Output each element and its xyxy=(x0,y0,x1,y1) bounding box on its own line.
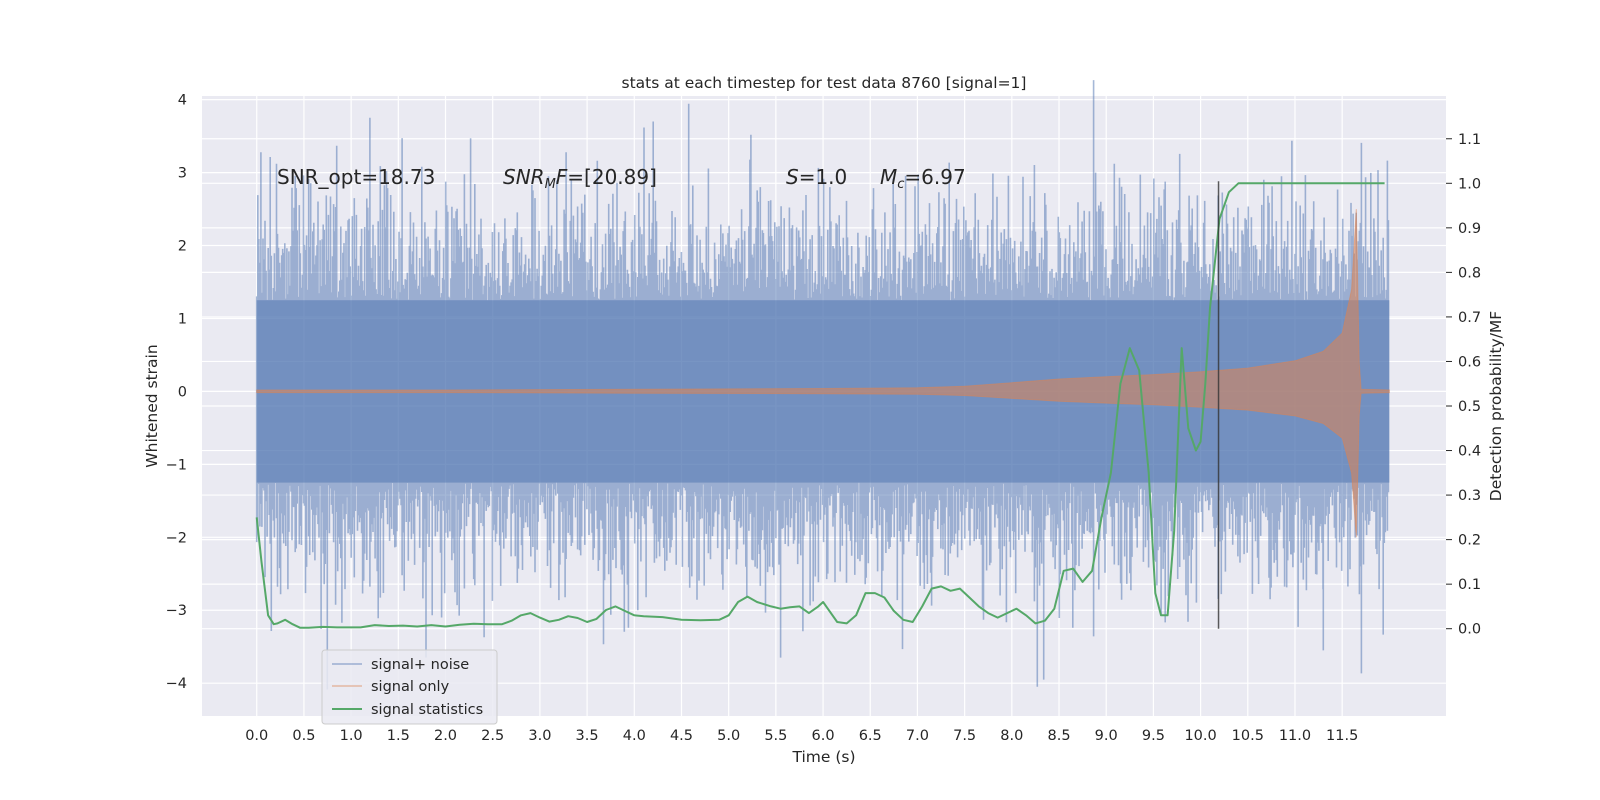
annotation-snr-opt: SNR_opt=18.73 xyxy=(277,165,435,189)
annotation-s: S=1.0 xyxy=(786,165,847,189)
y-right-tick-label: 1.0 xyxy=(1458,176,1481,192)
x-tick-label: 1.0 xyxy=(340,728,363,744)
x-tick-label: 5.5 xyxy=(764,728,787,744)
legend: signal+ noise signal only signal statist… xyxy=(321,649,498,725)
chart-title: stats at each timestep for test data 876… xyxy=(622,74,1027,92)
x-tick-label: 0.5 xyxy=(292,728,315,744)
x-tick-label: 9.0 xyxy=(1095,728,1118,744)
signal-only-series xyxy=(256,209,1390,538)
legend-label-signal-noise: signal+ noise xyxy=(371,657,469,673)
y-right-tick-label: 0.9 xyxy=(1458,221,1481,237)
annotation-snr-mf: SNRMF=[20.89] xyxy=(503,165,657,192)
x-tick-label: 9.5 xyxy=(1142,728,1165,744)
x-tick-label: 7.5 xyxy=(953,728,976,744)
y-axis-left-ticks: 4 3 2 1 0 −1 −2 −3 −4 xyxy=(166,93,187,693)
x-tick-label: 0.0 xyxy=(245,728,268,744)
y-right-tick-label: 0.1 xyxy=(1458,577,1481,593)
x-tick-label: 7.0 xyxy=(906,728,929,744)
x-tick-label: 10.5 xyxy=(1232,728,1264,744)
y-right-tick-label: 0.4 xyxy=(1458,444,1481,460)
y-right-tick-label: 0.7 xyxy=(1458,310,1481,326)
y-right-tick-label: 0.0 xyxy=(1458,622,1481,638)
x-axis-label: Time (s) xyxy=(791,748,855,766)
y-right-tick-label: 0.2 xyxy=(1458,533,1481,549)
y-left-tick-label: 0 xyxy=(178,384,187,400)
signal-statistics-series xyxy=(255,182,1385,629)
y-right-tick-label: 0.6 xyxy=(1458,354,1481,370)
y-left-tick-label: 2 xyxy=(178,239,187,255)
y-right-tick-label: 0.8 xyxy=(1458,265,1481,281)
legend-label-signal-statistics: signal statistics xyxy=(371,702,483,718)
x-tick-label: 6.5 xyxy=(859,728,882,744)
y-right-tick-label: 0.5 xyxy=(1458,399,1481,415)
y-left-tick-label: −3 xyxy=(166,603,187,619)
x-tick-label: 6.0 xyxy=(812,728,835,744)
y-left-tick-label: 3 xyxy=(178,166,187,182)
x-tick-label: 10.0 xyxy=(1184,728,1216,744)
legend-label-signal-only: signal only xyxy=(371,679,450,695)
y-axis-right-label: Detection probability/MF xyxy=(1487,311,1505,502)
x-tick-label: 1.5 xyxy=(387,728,410,744)
y-right-tick-label: 1.1 xyxy=(1458,132,1481,148)
signal-only-trace xyxy=(256,209,1390,538)
x-tick-label: 11.0 xyxy=(1279,728,1311,744)
x-tick-label: 8.5 xyxy=(1047,728,1070,744)
y-left-tick-label: −1 xyxy=(166,457,187,473)
x-tick-label: 8.0 xyxy=(1000,728,1023,744)
x-axis-ticks: 0.0 0.5 1.0 1.5 2.0 2.5 3.0 3.5 4.0 4.5 5.0 5.5 6.0 6… xyxy=(245,728,1358,744)
x-tick-label: 5.0 xyxy=(717,728,740,744)
legend-box xyxy=(321,649,498,725)
y-left-tick-label: 4 xyxy=(178,93,187,109)
x-tick-label: 4.0 xyxy=(623,728,646,744)
annotation-mc: Mc=6.97 xyxy=(880,165,966,192)
y-axis-right-ticks: 1.1 1.0 0.9 0.8 0.7 0.6 0.5 0.4 0.3 0.2 0.1 0.0 xyxy=(1446,132,1481,638)
x-tick-label: 4.5 xyxy=(670,728,693,744)
y-left-tick-label: −2 xyxy=(166,530,187,546)
x-tick-label: 3.5 xyxy=(576,728,599,744)
y-right-tick-label: 0.3 xyxy=(1458,488,1481,504)
x-tick-label: 2.0 xyxy=(434,728,457,744)
y-left-tick-label: −4 xyxy=(166,676,187,692)
x-tick-label: 3.0 xyxy=(528,728,551,744)
signal-statistics-line xyxy=(255,182,1385,629)
y-axis-left-label: Whitened strain xyxy=(143,344,161,467)
annotations: SNR_opt=18.73 SNRMF=[20.89] S=1.0 Mc=6.9… xyxy=(277,165,966,192)
x-tick-label: 2.5 xyxy=(481,728,504,744)
x-tick-label: 11.5 xyxy=(1326,728,1358,744)
y-left-tick-label: 1 xyxy=(178,311,187,327)
